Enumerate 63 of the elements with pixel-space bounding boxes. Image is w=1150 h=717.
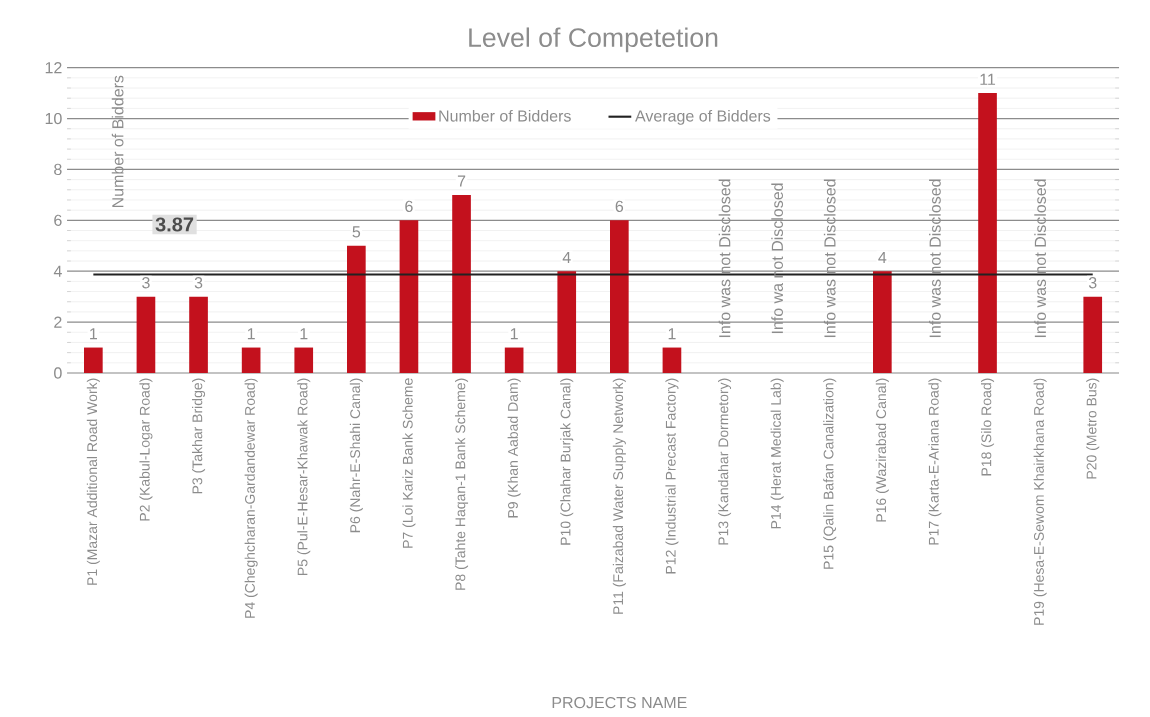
x-tick-label: P16 (Wazirabad Canal)	[875, 378, 889, 522]
bar	[978, 93, 997, 373]
y-tick-label: 6	[54, 214, 62, 226]
data-label: 6	[405, 200, 413, 213]
bar	[136, 296, 156, 373]
y-axis-title: Number of Bidders	[111, 75, 124, 208]
bar	[84, 347, 103, 373]
x-tick-label: P3 (Takhar Bridge)	[192, 378, 206, 494]
y-tick-label: 2	[54, 316, 62, 328]
x-axis-title: PROJECTS NAME	[552, 696, 687, 709]
bar	[662, 347, 682, 373]
x-tick-label: P9 (Khan Aabad Dam)	[507, 378, 521, 518]
bar	[452, 194, 471, 373]
data-label: 5	[352, 226, 361, 238]
x-tick-label: P10 (Chahar Burjak Canal)	[560, 378, 574, 545]
data-label: 6	[615, 200, 624, 213]
x-tick-label: P7 (Loi Kariz Bank Scheme	[402, 378, 416, 548]
bar	[1083, 296, 1103, 373]
x-tick-label: P8 (Tahte Haqan-1 Bank Scheme)	[455, 378, 469, 590]
bar	[610, 220, 629, 373]
x-tick-label: P5 (Pul-E-Hesar-Khawak Road)	[297, 378, 311, 575]
data-label: 3	[142, 277, 150, 289]
data-label: 4	[562, 251, 571, 263]
data-label: 1	[668, 328, 676, 340]
data-label: 3	[194, 277, 203, 289]
data-label: 3	[1088, 277, 1097, 289]
y-tick-label: 4	[53, 265, 62, 277]
bar	[557, 271, 577, 373]
legend-label: Average of Bidders	[635, 109, 771, 125]
x-tick-label: P6 (Nahr-E-Shahi Canal)	[349, 378, 363, 533]
x-tick-label: P15 (Qalin Bafan Canalization)	[823, 378, 837, 569]
bar	[189, 296, 208, 373]
data-label: 11	[980, 73, 996, 85]
x-tick-label: P2 (Kabul-Logar Road)	[139, 378, 153, 521]
x-tick-label: P18 (Silo Road)	[981, 378, 995, 476]
bar	[399, 220, 419, 373]
y-tick-label: 12	[45, 62, 62, 74]
chart-title: Level of Competetion	[469, 27, 718, 53]
x-tick-label: P13 (Kandahar Dormetory)	[718, 378, 732, 545]
legend-label: Number of Bidders	[439, 109, 571, 122]
x-tick-label: P11 (Faizabad Water Supply Network)	[612, 378, 626, 614]
bar	[294, 347, 314, 373]
data-label: 1	[510, 328, 518, 340]
x-tick-label: P17 (Karta-E-Ariana Road)	[928, 378, 942, 545]
x-tick-label: P1 (Mazar Additional Road Work)	[86, 378, 100, 585]
bar	[241, 347, 261, 373]
data-label: 7	[457, 175, 466, 187]
data-label: 1	[247, 328, 255, 340]
data-label: 1	[90, 328, 98, 340]
data-label: 1	[300, 328, 308, 340]
data-label: 4	[878, 251, 887, 263]
x-tick-label: P12 (Industrial Precast Factory)	[665, 378, 679, 574]
bar	[873, 271, 892, 373]
bar	[504, 347, 524, 373]
data-label: 3.87	[155, 217, 194, 232]
x-tick-label: P14 (Herat Medical Lab)	[770, 378, 784, 529]
y-tick-label: 10	[45, 112, 62, 125]
y-tick-label: 0	[54, 367, 62, 379]
x-tick-label: P19 (Hesa-E-Sewom Khairkhana Road)	[1033, 378, 1047, 625]
bar	[347, 245, 366, 373]
x-tick-label: P4 (Cheghcharan-Gardandewar Road)	[244, 378, 258, 618]
y-tick-label: 8	[54, 163, 62, 176]
x-tick-label: P20 (Metro Bus)	[1086, 378, 1100, 479]
